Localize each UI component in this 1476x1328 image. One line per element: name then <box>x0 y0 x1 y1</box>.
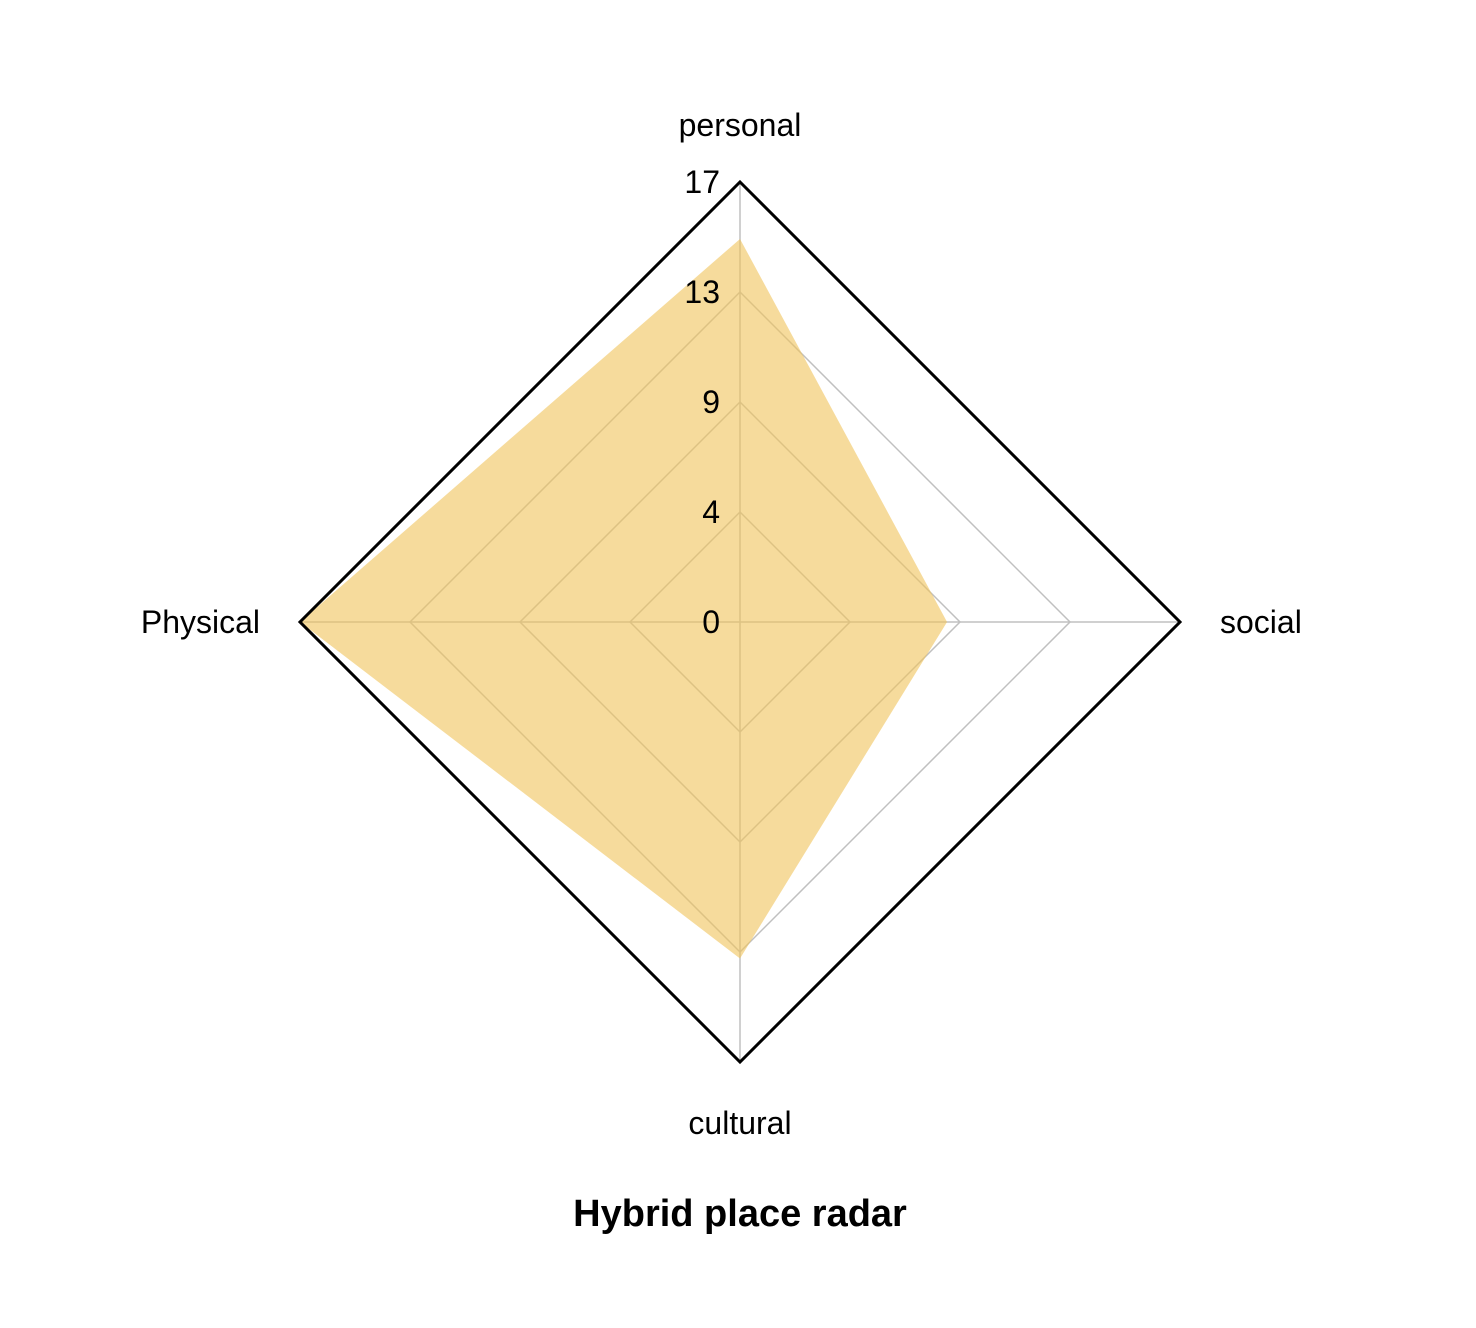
series-area <box>300 238 948 959</box>
radial-tick-label: 13 <box>684 274 720 310</box>
radial-tick-label: 4 <box>702 494 720 530</box>
outer-layer <box>297 179 1183 1065</box>
labels-layer: 0 4 9 13 17 personal social cultural Physical <box>141 107 1302 1141</box>
radial-tick-label: 17 <box>684 164 720 200</box>
axis-label: social <box>1220 604 1302 640</box>
axis-label: personal <box>679 107 802 143</box>
radial-tick-label: 0 <box>702 604 720 640</box>
chart-title: Hybrid place radar <box>573 1193 907 1235</box>
axis-label: cultural <box>688 1105 791 1141</box>
series-layer <box>300 238 948 959</box>
axis-label: Physical <box>141 604 260 640</box>
outer-ring <box>297 179 1183 1065</box>
radial-tick-label: 9 <box>702 384 720 420</box>
